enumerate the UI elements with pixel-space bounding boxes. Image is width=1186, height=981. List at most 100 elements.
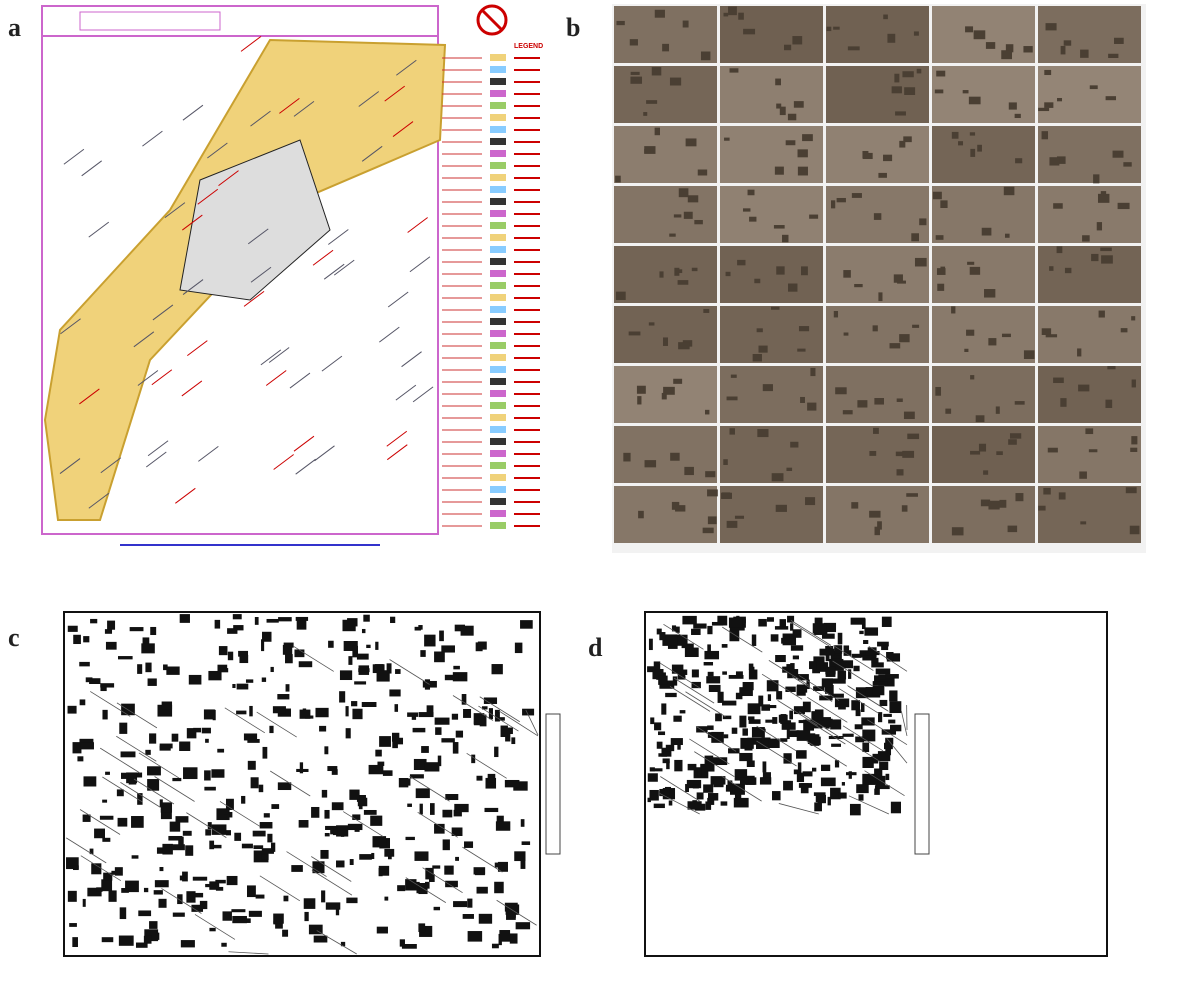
building — [988, 500, 1000, 510]
building — [789, 710, 794, 720]
building — [461, 694, 467, 705]
building — [723, 12, 729, 17]
building — [772, 791, 781, 801]
building — [748, 669, 758, 680]
building — [434, 717, 450, 725]
street — [761, 673, 803, 700]
building — [99, 815, 114, 820]
panel-c — [66, 614, 561, 955]
building — [217, 748, 225, 753]
building — [700, 51, 711, 61]
building — [968, 96, 981, 105]
building — [477, 641, 487, 650]
building — [159, 866, 164, 872]
building — [747, 189, 755, 196]
building — [118, 935, 134, 946]
street — [293, 100, 315, 117]
legend-swatch — [490, 222, 506, 229]
building — [739, 715, 747, 728]
building — [208, 670, 222, 681]
building — [712, 757, 728, 766]
building — [728, 6, 737, 16]
building — [221, 942, 227, 947]
building — [129, 627, 144, 632]
building — [376, 670, 390, 682]
building — [662, 337, 669, 346]
building — [751, 727, 765, 738]
building — [729, 630, 740, 642]
building — [1007, 525, 1018, 533]
building — [386, 663, 392, 674]
building — [521, 841, 531, 845]
building — [879, 699, 888, 707]
building — [797, 149, 808, 158]
building — [638, 510, 644, 519]
legend-swatch — [490, 510, 506, 517]
building — [343, 640, 358, 651]
building — [746, 760, 755, 768]
building — [85, 677, 93, 683]
building — [153, 890, 163, 895]
building — [296, 620, 307, 630]
building — [263, 813, 270, 818]
building — [282, 644, 293, 655]
building — [788, 283, 798, 292]
building — [358, 805, 363, 810]
building — [249, 705, 253, 717]
street — [321, 355, 343, 372]
building — [520, 858, 526, 869]
building — [143, 887, 149, 893]
building — [79, 661, 90, 667]
legend-swatch — [490, 246, 506, 253]
building — [935, 235, 944, 240]
building — [648, 322, 655, 326]
aerial-tile — [1038, 126, 1141, 183]
building — [671, 501, 680, 510]
building — [700, 763, 715, 772]
street — [164, 202, 186, 219]
aerial-tile — [720, 186, 823, 243]
street — [181, 380, 203, 397]
building — [277, 782, 292, 791]
street — [384, 85, 405, 102]
building — [1079, 471, 1087, 479]
building — [168, 835, 183, 841]
street — [401, 351, 422, 368]
street — [768, 660, 810, 686]
building — [191, 904, 204, 912]
legend-swatch — [490, 390, 506, 397]
building — [313, 935, 328, 943]
street — [311, 869, 353, 896]
building — [303, 898, 316, 909]
aerial-tile — [932, 126, 1035, 183]
building — [792, 629, 802, 635]
building — [674, 759, 683, 772]
building — [894, 73, 900, 83]
building — [370, 815, 383, 826]
building — [331, 802, 344, 811]
street — [900, 710, 908, 737]
building — [253, 845, 264, 850]
building — [682, 615, 697, 625]
building — [270, 666, 274, 673]
building — [860, 703, 865, 712]
building — [91, 863, 102, 875]
building — [707, 516, 717, 525]
building — [838, 704, 846, 710]
building — [776, 691, 783, 700]
building — [1078, 384, 1090, 392]
building — [706, 676, 721, 684]
building — [780, 720, 792, 724]
building — [731, 727, 738, 734]
legend-swatch — [490, 378, 506, 385]
building — [396, 737, 404, 745]
building — [745, 777, 757, 785]
building — [368, 764, 384, 775]
building — [282, 929, 289, 937]
aerial-tile — [1038, 246, 1141, 303]
building — [434, 651, 445, 663]
building — [792, 655, 799, 660]
building — [407, 712, 419, 717]
aerial-tile — [1038, 366, 1141, 423]
aerial-tile — [826, 126, 929, 183]
